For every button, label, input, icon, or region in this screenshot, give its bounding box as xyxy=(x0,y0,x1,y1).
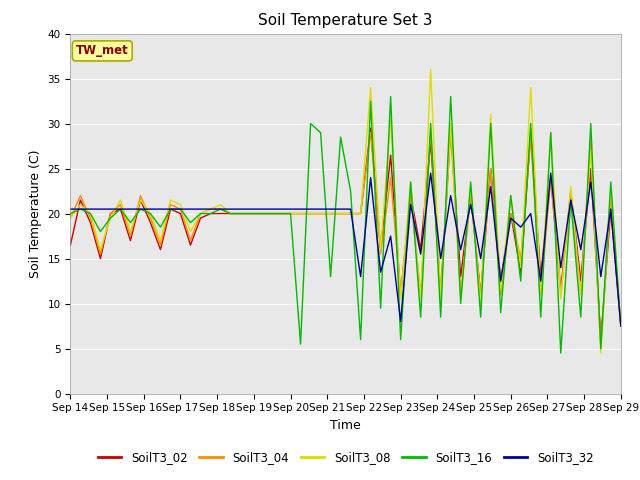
Legend: SoilT3_02, SoilT3_04, SoilT3_08, SoilT3_16, SoilT3_32: SoilT3_02, SoilT3_04, SoilT3_08, SoilT3_… xyxy=(93,446,598,469)
SoilT3_04 xyxy=(77,192,84,199)
Y-axis label: Soil Temperature (C): Soil Temperature (C) xyxy=(29,149,42,278)
SoilT3_32 xyxy=(617,323,625,329)
SoilT3_02 xyxy=(77,197,84,203)
SoilT3_04 xyxy=(367,130,374,135)
SoilT3_16 xyxy=(437,314,445,320)
SoilT3_16 xyxy=(67,211,74,216)
SoilT3_16 xyxy=(387,94,394,99)
Title: Soil Temperature Set 3: Soil Temperature Set 3 xyxy=(259,13,433,28)
SoilT3_08 xyxy=(77,202,84,207)
SoilT3_02 xyxy=(387,152,394,158)
SoilT3_16 xyxy=(77,206,84,212)
Line: SoilT3_04: SoilT3_04 xyxy=(70,132,621,348)
SoilT3_08 xyxy=(377,247,385,252)
SoilT3_02 xyxy=(617,323,625,329)
Line: SoilT3_08: SoilT3_08 xyxy=(70,70,621,353)
SoilT3_16 xyxy=(377,305,385,311)
SoilT3_04 xyxy=(387,175,394,180)
SoilT3_04 xyxy=(437,292,445,298)
SoilT3_02 xyxy=(437,292,445,298)
SoilT3_04 xyxy=(67,215,74,221)
SoilT3_32 xyxy=(407,202,415,207)
SoilT3_32 xyxy=(77,206,84,212)
SoilT3_04 xyxy=(417,292,424,298)
Text: TW_met: TW_met xyxy=(76,44,129,58)
SoilT3_32 xyxy=(427,170,435,176)
SoilT3_16 xyxy=(617,323,625,329)
SoilT3_32 xyxy=(497,278,504,284)
SoilT3_02 xyxy=(597,336,605,342)
SoilT3_16 xyxy=(267,211,275,216)
SoilT3_16 xyxy=(557,350,564,356)
SoilT3_02 xyxy=(417,247,424,252)
SoilT3_32 xyxy=(437,256,445,262)
SoilT3_04 xyxy=(267,211,275,216)
SoilT3_08 xyxy=(497,287,504,293)
SoilT3_04 xyxy=(597,346,605,351)
SoilT3_16 xyxy=(417,314,424,320)
SoilT3_32 xyxy=(67,206,74,212)
Line: SoilT3_32: SoilT3_32 xyxy=(70,173,621,326)
Line: SoilT3_02: SoilT3_02 xyxy=(70,128,621,339)
SoilT3_08 xyxy=(67,215,74,221)
SoilT3_08 xyxy=(597,350,605,356)
X-axis label: Time: Time xyxy=(330,419,361,432)
SoilT3_02 xyxy=(367,125,374,131)
SoilT3_04 xyxy=(617,323,625,329)
SoilT3_02 xyxy=(67,242,74,248)
SoilT3_02 xyxy=(267,211,275,216)
SoilT3_16 xyxy=(497,310,504,315)
SoilT3_02 xyxy=(497,278,504,284)
Line: SoilT3_16: SoilT3_16 xyxy=(70,96,621,353)
SoilT3_32 xyxy=(267,206,275,212)
SoilT3_08 xyxy=(267,211,275,216)
SoilT3_08 xyxy=(407,179,415,185)
SoilT3_04 xyxy=(497,292,504,298)
SoilT3_08 xyxy=(427,67,435,72)
SoilT3_08 xyxy=(437,296,445,302)
SoilT3_32 xyxy=(377,269,385,275)
SoilT3_08 xyxy=(617,323,625,329)
